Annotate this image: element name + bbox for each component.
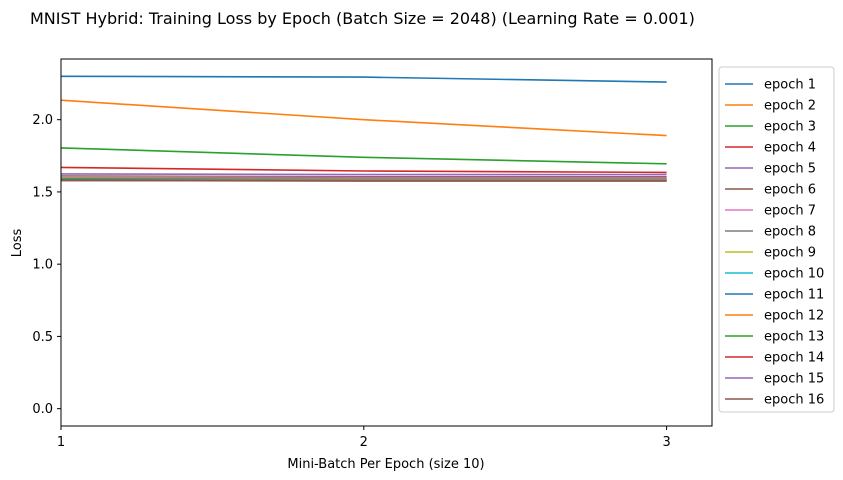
legend-label-epoch-2: epoch 2 <box>764 99 816 114</box>
legend-label-epoch-6: epoch 6 <box>764 183 816 198</box>
legend-label-epoch-1: epoch 1 <box>764 78 816 93</box>
chart-title: MNIST Hybrid: Training Loss by Epoch (Ba… <box>30 9 695 28</box>
series-line-epoch-16 <box>60 179 667 182</box>
x-tick-label: 3 <box>662 435 670 450</box>
plot-area <box>60 75 667 182</box>
series-line-epoch-5 <box>60 173 667 176</box>
plot-frame <box>60 58 713 427</box>
x-axis-label: Mini-Batch Per Epoch (size 10) <box>287 457 484 472</box>
y-tick-label: 0.0 <box>32 402 53 417</box>
x-tick-label: 2 <box>360 435 368 450</box>
legend-label-epoch-11: epoch 11 <box>764 288 824 303</box>
series-line-epoch-4 <box>60 166 667 174</box>
series-line-epoch-3 <box>60 147 667 165</box>
legend-label-epoch-8: epoch 8 <box>764 225 816 240</box>
legend-label-epoch-14: epoch 14 <box>764 351 824 366</box>
y-tick-label: 1.5 <box>32 185 53 200</box>
legend-label-epoch-4: epoch 4 <box>764 141 816 156</box>
legend-label-epoch-7: epoch 7 <box>764 204 816 219</box>
legend: epoch 1 epoch 2 epoch 3 epoch 4 epoch 5 epoch… <box>718 66 835 413</box>
legend-label-epoch-16: epoch 16 <box>764 393 824 408</box>
legend-label-epoch-15: epoch 15 <box>764 372 824 387</box>
x-axis: 1 2 3 <box>57 426 671 450</box>
legend-label-epoch-10: epoch 10 <box>764 267 824 282</box>
y-axis: 0.0 0.5 1.0 1.5 2.0 <box>32 113 61 417</box>
series-line-epoch-2 <box>60 99 667 137</box>
y-tick-label: 2.0 <box>32 113 53 128</box>
legend-label-epoch-3: epoch 3 <box>764 120 816 135</box>
legend-box <box>718 66 835 413</box>
legend-label-epoch-13: epoch 13 <box>764 330 824 345</box>
y-tick-label: 0.5 <box>32 330 53 345</box>
legend-label-epoch-5: epoch 5 <box>764 162 816 177</box>
x-tick-label: 1 <box>57 435 65 450</box>
series-line-epoch-1 <box>60 75 667 83</box>
legend-label-epoch-9: epoch 9 <box>764 246 816 261</box>
y-tick-label: 1.0 <box>32 258 53 273</box>
y-axis-label: Loss <box>10 229 25 258</box>
legend-label-epoch-12: epoch 12 <box>764 309 824 324</box>
